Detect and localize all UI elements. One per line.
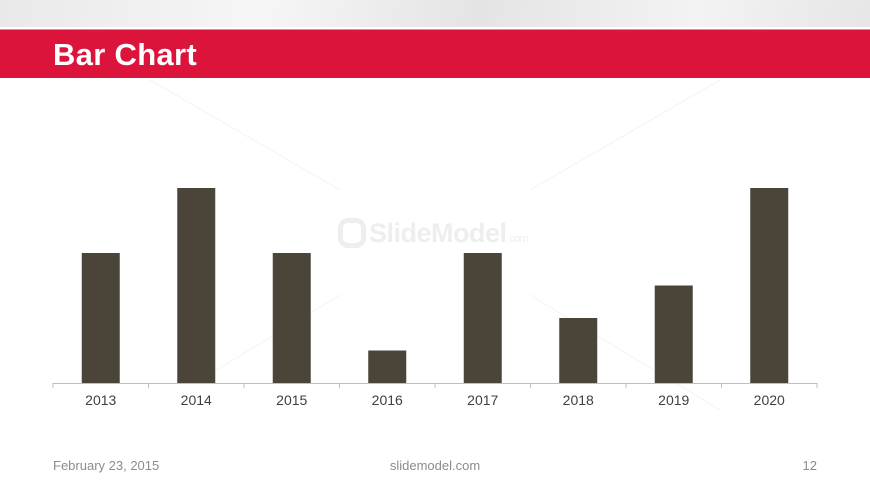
footer-website: slidemodel.com <box>389 458 481 473</box>
footer-date: February 23, 2015 <box>53 458 160 473</box>
tick-label-2015: 2015 <box>276 392 307 408</box>
tick-label-2016: 2016 <box>372 392 403 408</box>
watermark-text: SlideModel <box>369 218 507 248</box>
bar-2020 <box>750 188 789 383</box>
tick-label-2013: 2013 <box>85 392 116 408</box>
tick-label-2014: 2014 <box>181 392 212 408</box>
header-background-band <box>0 0 870 27</box>
watermark-logo: SlideModel.com <box>338 218 529 249</box>
tick-label-2018: 2018 <box>563 392 594 408</box>
bar-2014 <box>177 188 216 383</box>
bar-2019 <box>654 285 693 383</box>
bar-2015 <box>272 253 311 383</box>
bar-2013 <box>81 253 120 383</box>
background-decoration <box>149 80 721 411</box>
title-bar: Bar Chart <box>0 29 870 78</box>
tick-label-2019: 2019 <box>658 392 689 408</box>
page-number: 12 <box>802 458 817 473</box>
bar-2017 <box>463 253 502 383</box>
bar-series <box>81 188 789 383</box>
x-axis <box>52 383 818 388</box>
slide-title: Bar Chart <box>53 37 197 72</box>
x-axis-tick-labels: 2013 2014 2015 2016 2017 2018 2019 2020 <box>85 392 785 408</box>
watermark-suffix: .com <box>506 233 529 245</box>
watermark-icon <box>338 218 366 248</box>
tick-label-2017: 2017 <box>467 392 498 408</box>
tick-label-2020: 2020 <box>754 392 785 408</box>
bar-2018 <box>559 318 598 383</box>
bar-2016 <box>368 350 407 383</box>
